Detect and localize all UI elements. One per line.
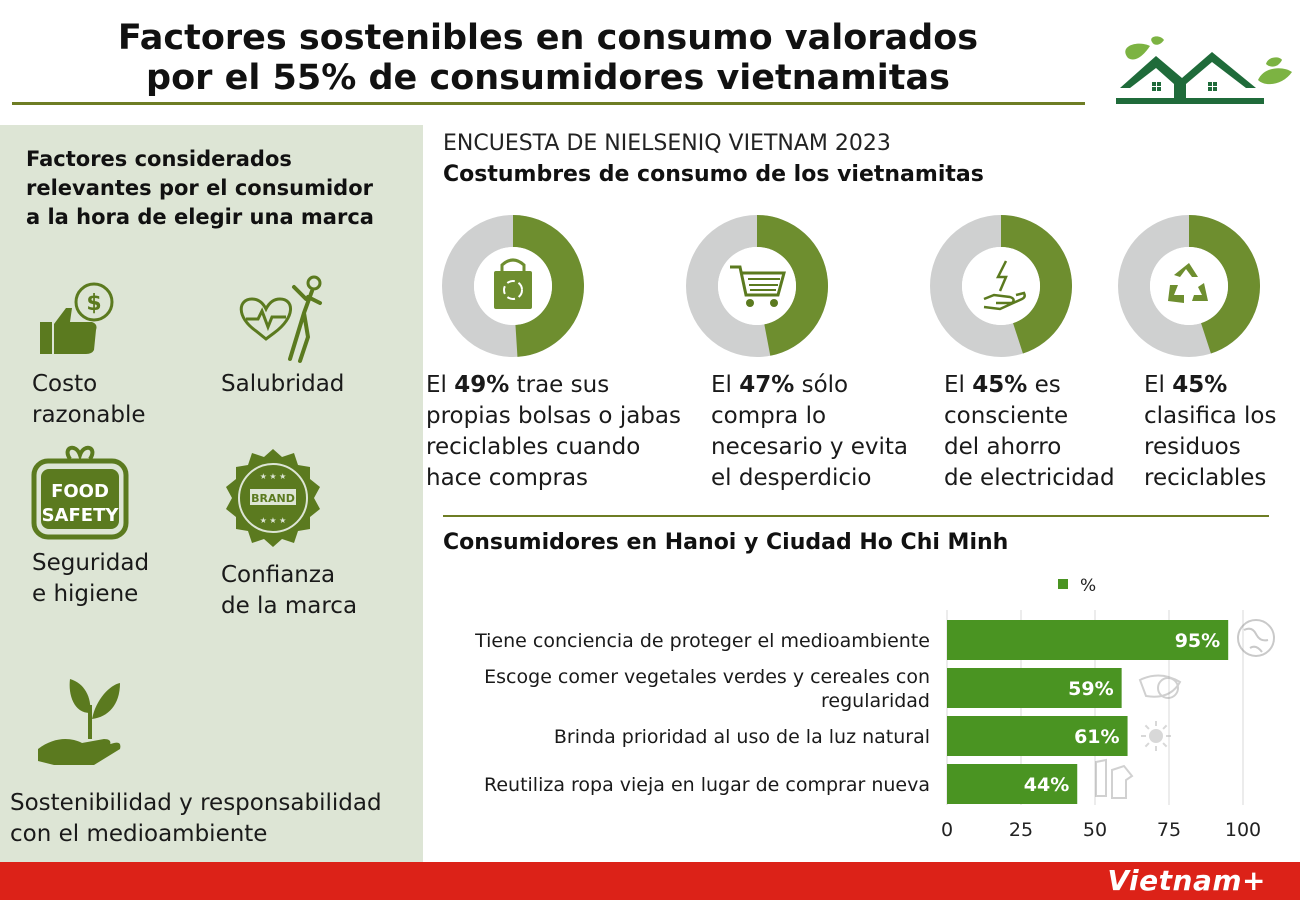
thumbs-up-dollar-icon: $	[40, 282, 114, 354]
legend-label: %	[1080, 576, 1096, 596]
bar	[947, 620, 1229, 660]
safety-badge-text: SAFETY	[42, 505, 120, 526]
stat-text-bags: El 49% trae sus propias bolsas o jabas r…	[426, 372, 681, 491]
recycle-icon	[1168, 263, 1208, 303]
donut-value-slice	[512, 215, 584, 357]
bar	[947, 716, 1128, 756]
factor-label-seguridad: Seguridad e higiene	[32, 550, 150, 607]
footer-bar: Vietnam+	[0, 862, 1300, 900]
title-divider	[12, 102, 1085, 105]
row-icons	[1095, 619, 1275, 799]
brand-factors-panel: Factores considerados relevantes por el …	[0, 125, 423, 862]
footer-brand-logo: Vietnam+	[1107, 864, 1266, 897]
hcm-section-title: Consumidores en Hanoi y Ciudad Ho Chi Mi…	[443, 530, 1009, 555]
globe-icon	[1237, 619, 1275, 657]
vegetables-icon	[1138, 674, 1182, 699]
stat-text-electricity: El 45% es consciente del ahorro de elect…	[944, 372, 1115, 491]
donut-chart-recycling	[1118, 215, 1260, 357]
survey-subtitle: Costumbres de consumo de los vietnamitas	[443, 162, 984, 187]
stat-value: 45%	[1172, 372, 1228, 398]
sun-icon	[1141, 721, 1171, 751]
brand-badge-text: BRAND	[251, 492, 295, 505]
page-title-line1: Factores sostenibles en consumo valorado…	[117, 18, 979, 58]
factor-label-sostenibilidad: Sostenibilidad y responsabilidad con el …	[10, 790, 382, 847]
recycle-bag-icon	[494, 258, 532, 309]
horizontal-bar-chart: 0 25 50 75 100% 95% Tiene conciencia de proteg…	[474, 576, 1275, 841]
svg-text:$: $	[86, 291, 101, 316]
heart-fitness-icon	[239, 275, 322, 363]
bar-category-label: Tiene conciencia de proteger el medioamb…	[474, 630, 930, 652]
stat-value: 47%	[739, 372, 795, 398]
stat-value: 49%	[454, 372, 510, 398]
donut-chart-electricity	[930, 215, 1072, 357]
x-tick-label: 75	[1157, 819, 1181, 841]
bar-value-label: 95%	[1175, 630, 1220, 652]
shopping-cart-icon	[730, 265, 786, 307]
hand-energy-icon	[983, 260, 1026, 311]
factors-heading: Factores considerados relevantes por el …	[26, 147, 374, 229]
donut-rings	[930, 215, 1072, 357]
section-divider	[443, 515, 1269, 517]
page-title: Factores sostenibles en consumo valorado…	[12, 18, 1084, 98]
house-logo-icon	[1116, 36, 1292, 104]
svg-text:★ ★ ★: ★ ★ ★	[260, 516, 287, 525]
brand-seal-icon: BRAND ★ ★ ★ ★ ★ ★	[226, 449, 320, 547]
clothes-icon	[1095, 758, 1134, 799]
food-badge-text: FOOD	[51, 481, 109, 502]
factor-label-costo: Costo razonable	[32, 371, 146, 428]
bar-category-label: Brinda prioridad al uso de la luz natura…	[554, 726, 930, 748]
factor-label-confianza: Confianza de la marca	[221, 562, 358, 619]
food-safety-badge-icon: FOOD SAFETY	[31, 445, 129, 540]
svg-text:★ ★ ★: ★ ★ ★	[260, 472, 287, 481]
donut-rings	[1118, 215, 1260, 357]
bar	[947, 764, 1078, 804]
bar-category-label: Escoge comer vegetales verdes y cereales…	[484, 666, 930, 688]
donut-chart-cart	[686, 215, 828, 357]
page-title-line2: por el 55% de consumidores vietnamitas	[146, 58, 950, 98]
donut-chart-bags	[442, 215, 584, 357]
stat-text-cart: El 47% sólo compra lo necesario y evita …	[711, 372, 909, 491]
x-tick-label: 0	[941, 819, 953, 841]
bar-value-label: 59%	[1068, 678, 1113, 700]
bar-category-label: Reutiliza ropa vieja en lugar de comprar…	[484, 774, 930, 796]
hand-plant-icon	[38, 679, 121, 765]
donut-value-slice	[1188, 215, 1260, 354]
x-tick-label: 100	[1225, 819, 1261, 841]
bar-category-label: regularidad	[821, 690, 930, 712]
factor-label-salubridad: Salubridad	[221, 371, 345, 397]
bar-value-label: 61%	[1074, 726, 1119, 748]
legend-swatch	[1058, 579, 1068, 589]
stat-value: 45%	[972, 372, 1028, 398]
x-tick-label: 25	[1009, 819, 1033, 841]
donut-value-slice	[756, 215, 828, 356]
donut-hole	[1150, 247, 1228, 325]
donut-value-slice	[1000, 215, 1072, 354]
x-tick-label: 50	[1083, 819, 1107, 841]
stat-text-recycling: El 45% clasifica los residuos reciclable…	[1144, 372, 1277, 491]
survey-title: ENCUESTA DE NIELSENIQ VIETNAM 2023	[443, 131, 891, 156]
bar	[947, 668, 1122, 708]
bar-value-label: 44%	[1024, 774, 1069, 796]
